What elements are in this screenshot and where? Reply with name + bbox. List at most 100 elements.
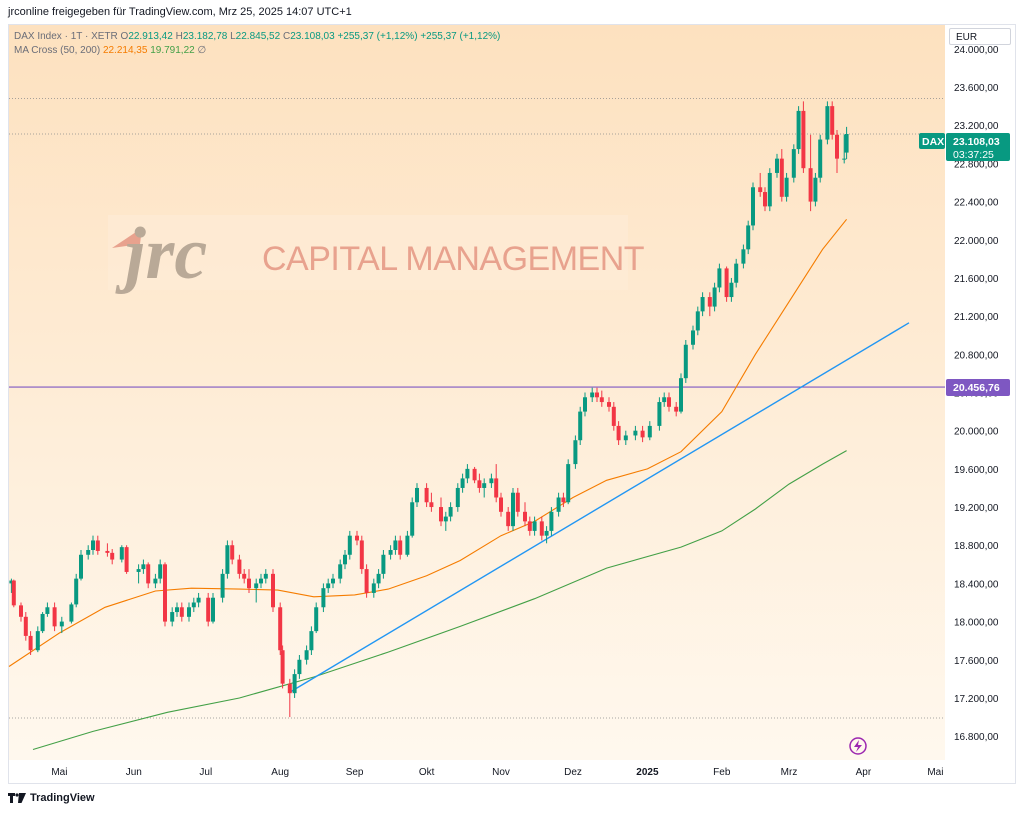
x-tick-label: Mai	[927, 767, 943, 778]
candle-body	[729, 282, 734, 298]
legend-symbol: DAX Index · 1T · XETR	[14, 31, 118, 42]
y-tick-label: 23.600,00	[954, 83, 999, 94]
candle-body	[712, 287, 717, 307]
legend-low: 22.845,52	[235, 31, 281, 42]
candle-body	[746, 225, 751, 250]
candle-body	[410, 502, 415, 536]
candle-body	[146, 564, 151, 584]
tradingview-logo-icon	[8, 793, 26, 803]
x-tick-label: Okt	[419, 767, 435, 778]
candle-body	[254, 583, 259, 589]
legend-ma200: 19.791,22	[150, 45, 195, 56]
x-tick-label: Jun	[126, 767, 142, 778]
y-tick-label: 21.600,00	[954, 274, 999, 285]
candle-body	[741, 249, 746, 264]
candle-body	[338, 564, 343, 579]
candle-body	[763, 192, 767, 207]
candle-body	[364, 569, 369, 593]
dax-tag-countdown: 03:37:25	[953, 149, 994, 161]
legend-change-2: +255,37 (+1,12%)	[420, 31, 501, 42]
candle-body	[19, 605, 23, 617]
candle-body	[842, 158, 847, 160]
x-tick-label: Dez	[564, 767, 582, 778]
lightning-icon[interactable]	[849, 737, 867, 755]
y-tick-label: 22.800,00	[954, 159, 999, 170]
candle-body	[439, 507, 443, 522]
candle-body	[494, 478, 499, 498]
watermark-flag-icon	[112, 228, 142, 248]
candle-body	[489, 478, 494, 484]
candle-body	[539, 521, 544, 536]
candle-body	[566, 464, 571, 503]
candle-body	[818, 139, 823, 178]
candle-body	[381, 554, 386, 574]
candle-body	[297, 659, 302, 675]
candle-body	[287, 683, 292, 694]
y-tick-label: 16.800,00	[954, 732, 999, 743]
candle-body	[309, 631, 314, 651]
candle-body	[110, 552, 115, 560]
candle-body	[511, 492, 515, 527]
candle-body	[45, 607, 50, 614]
ma50-line	[8, 218, 848, 667]
level-tag-value: 20.456,76	[953, 382, 1000, 394]
candle-body	[280, 650, 285, 684]
legend-ma50: 22.214,35	[102, 45, 148, 56]
y-tick-label: 20.800,00	[954, 350, 999, 361]
trend-line-group[interactable]	[289, 322, 910, 693]
dax-price-tag: DAX 23.108,03 03:37:25	[919, 133, 1010, 161]
candle-body	[443, 516, 448, 522]
candle-body	[424, 487, 429, 503]
candle-body	[429, 502, 434, 508]
candle-body	[751, 187, 755, 226]
share-header: jrconline freigegeben für TradingView.co…	[8, 6, 352, 18]
candle-body	[220, 573, 225, 598]
level-price-tag: 20.456,76	[946, 379, 1010, 396]
dax-tag-value-box	[946, 133, 1010, 161]
candle-body	[158, 564, 163, 579]
y-tick-label: 22.000,00	[954, 236, 999, 247]
candle-body	[611, 406, 616, 426]
level-tag-box	[946, 379, 1010, 396]
legend-low-label: L	[230, 31, 236, 42]
candle-body	[242, 573, 247, 579]
candle-body	[247, 578, 251, 589]
candle-body	[35, 631, 40, 651]
candle-body	[187, 607, 191, 617]
legend-high: 23.182,78	[182, 31, 228, 42]
legend-change: +255,37 (+1,12%)	[337, 31, 418, 42]
candle-body	[314, 607, 319, 632]
candle-body	[532, 521, 537, 531]
y-tick-label: 18.800,00	[954, 541, 999, 552]
candle-body	[717, 268, 722, 288]
x-tick-label: Mai	[51, 767, 67, 778]
candle-body	[69, 604, 74, 622]
y-tick-label: 19.200,00	[954, 503, 999, 514]
candle-body	[767, 172, 772, 207]
candle-body	[52, 607, 57, 627]
candle-body	[95, 540, 100, 551]
candle-body	[599, 397, 604, 403]
x-tick-label: Mrz	[781, 767, 798, 778]
legend-ma-row: MA Cross (50, 200) 22.214,35 19.791,22 ∅	[14, 44, 500, 58]
candle-body	[211, 597, 215, 622]
candle-body	[292, 674, 297, 694]
candle-body	[835, 134, 839, 159]
candle-body	[191, 602, 196, 608]
candle-body	[119, 547, 124, 560]
y-tick-label: 18.400,00	[954, 579, 999, 590]
currency-selector[interactable]: EUR	[949, 28, 1011, 45]
chart-frame[interactable]	[8, 24, 1016, 784]
candle-body	[405, 535, 410, 555]
dax-tag-label: DAX	[922, 136, 944, 148]
x-axis[interactable]: Mai Jun Jul Aug Sep Okt Nov Dez 2025 Feb Mrz Apr Mai	[51, 767, 943, 778]
legend-high-label: H	[175, 31, 183, 42]
jrc-watermark: jrc CAPITAL MANAGEMENT	[108, 213, 645, 295]
trend-line	[289, 322, 910, 693]
plot-background	[9, 25, 945, 760]
y-tick-label: 23.200,00	[954, 121, 999, 132]
candle-body	[465, 468, 470, 479]
y-axis[interactable]: 24.000,00 23.600,00 23.200,00 22.800,00 22.4…	[954, 45, 999, 743]
y-tick-label: 20.000,00	[954, 427, 999, 438]
